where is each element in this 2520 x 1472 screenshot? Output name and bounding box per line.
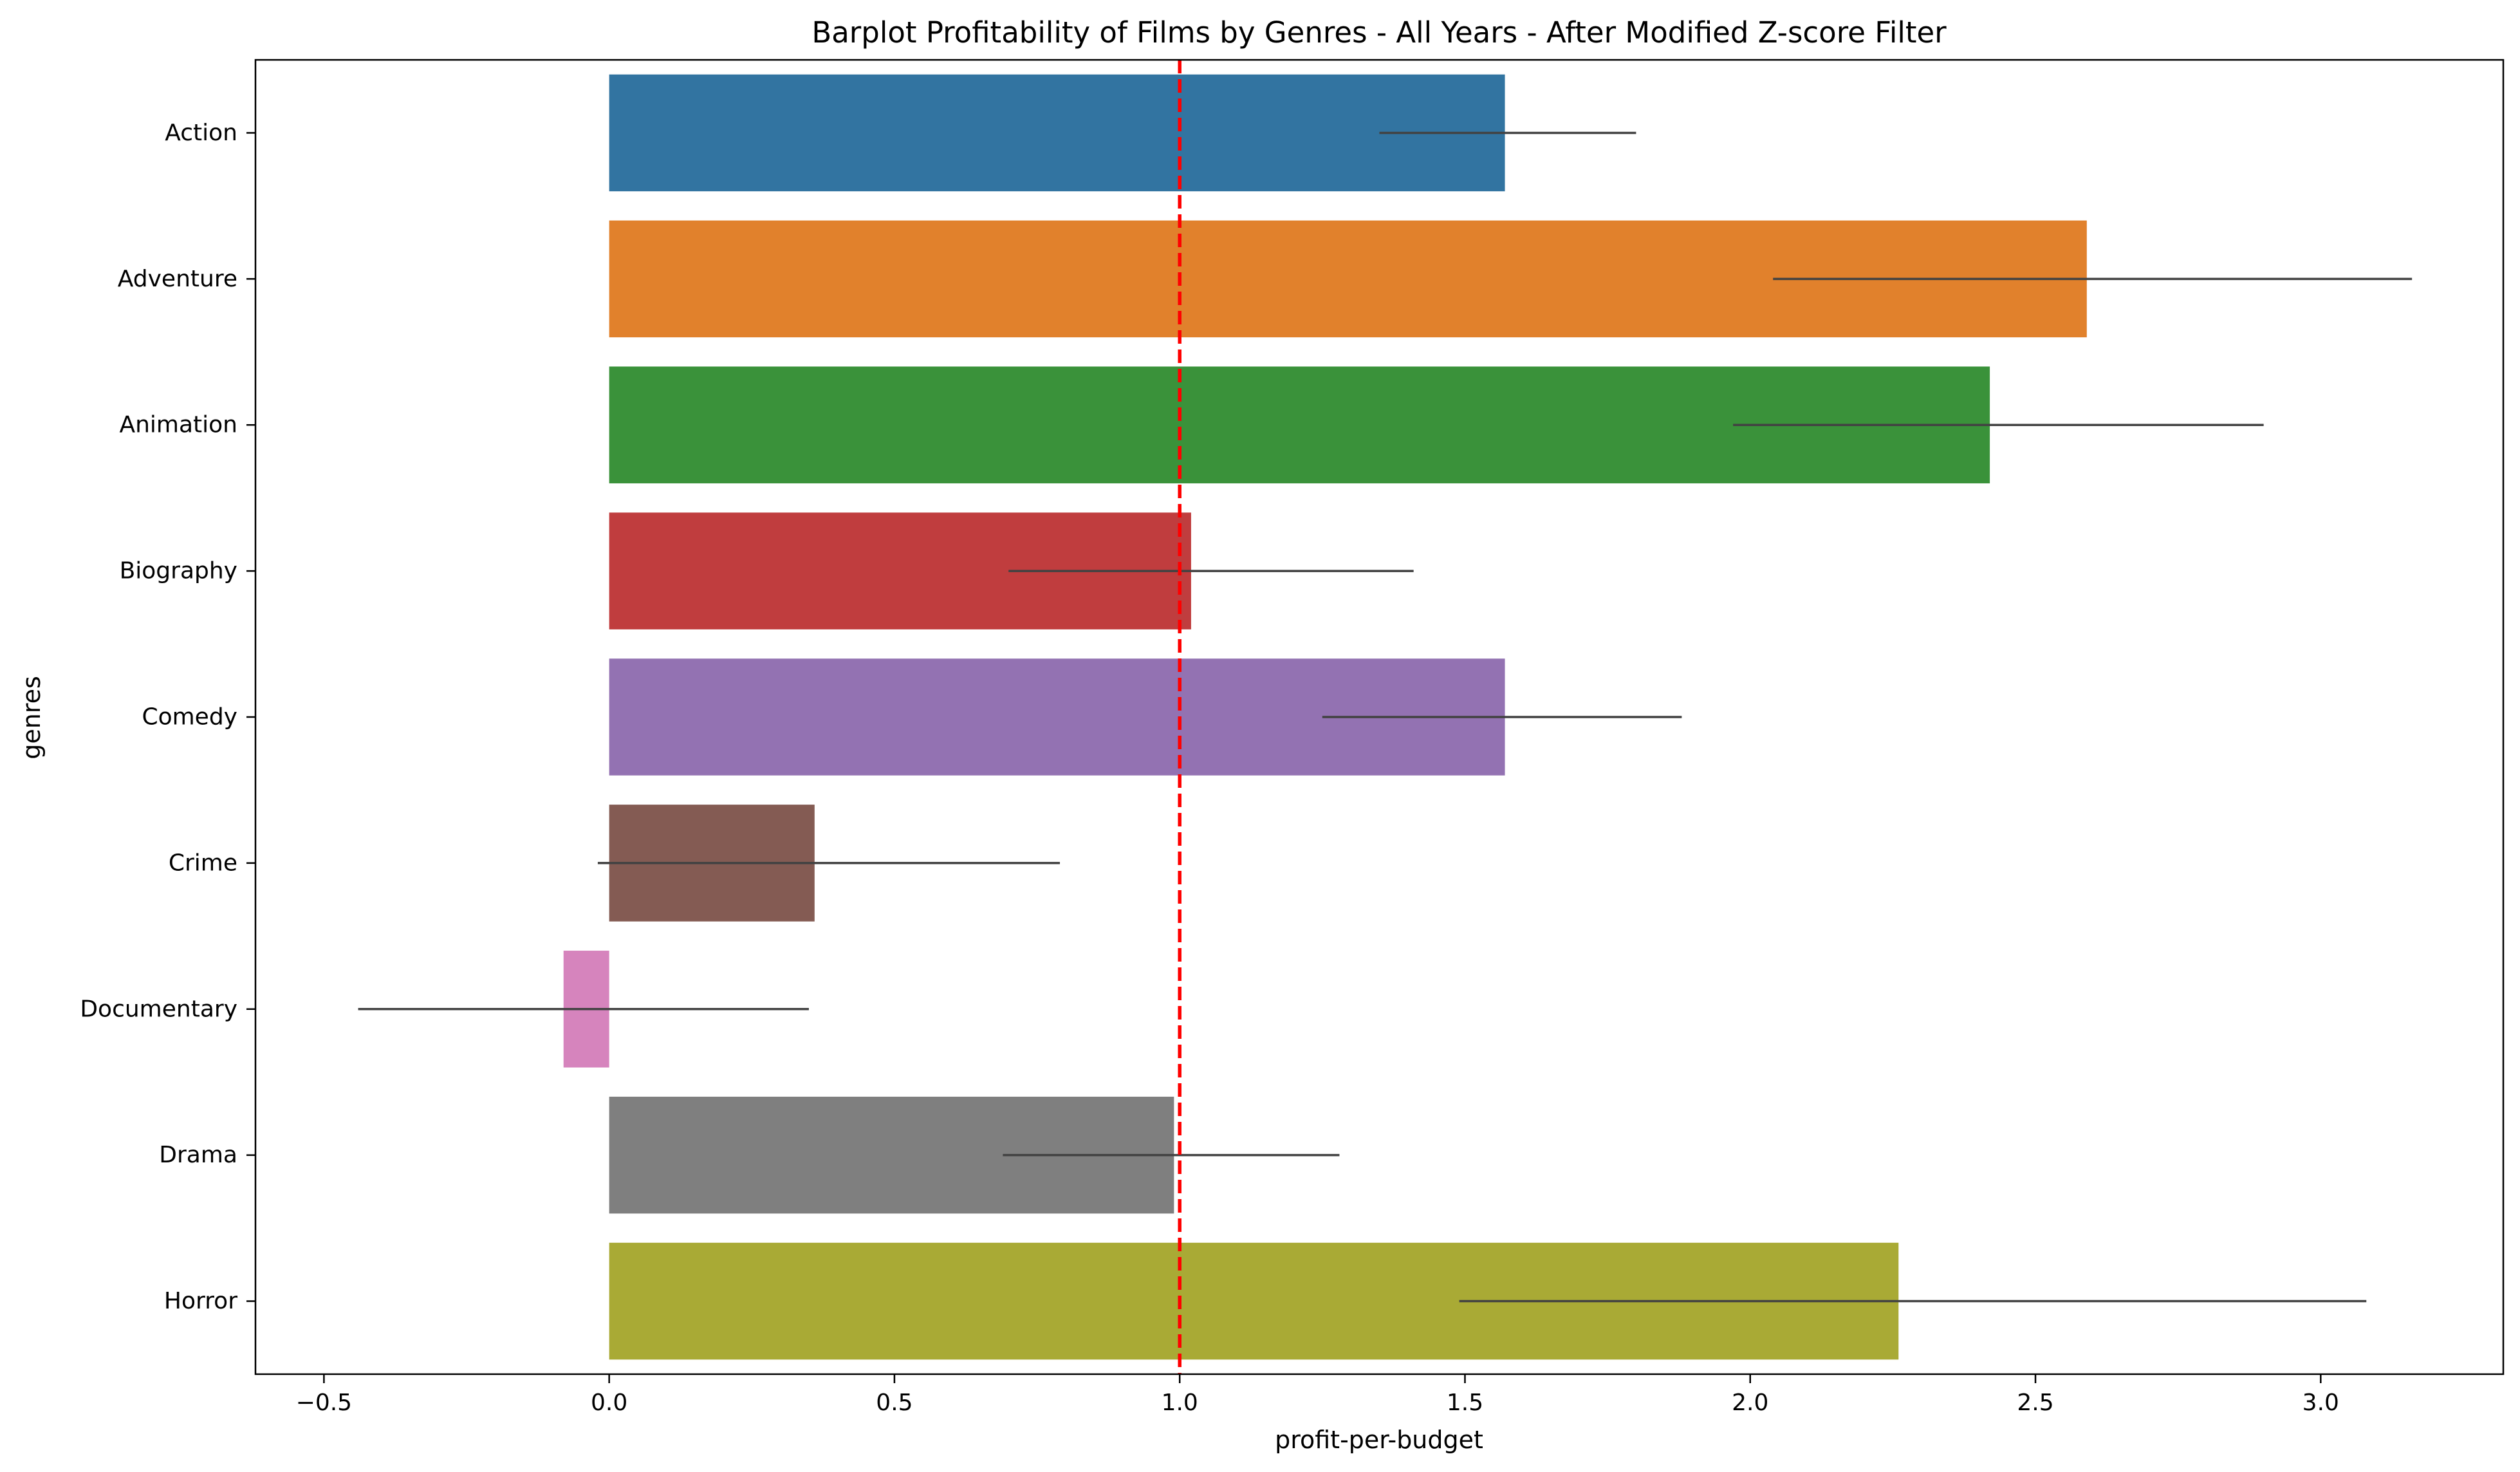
x-ticks-group: −0.5 0.0 0.5 1.0 1.5 2.0 2.5 3.0 bbox=[296, 1374, 2339, 1416]
x-axis-label: profit-per-budget bbox=[1275, 1426, 1483, 1454]
x-tick-label: 0.5 bbox=[876, 1390, 913, 1416]
x-tick-label: 0.0 bbox=[591, 1390, 627, 1416]
y-tick-label-animation: Animation bbox=[119, 412, 237, 438]
chart-title: Barplot Profitability of Films by Genres… bbox=[811, 15, 1947, 50]
y-tick-label-action: Action bbox=[165, 120, 237, 146]
errorbars-group bbox=[358, 131, 2413, 1303]
y-axis-label: genres bbox=[17, 676, 46, 759]
y-tick-label-adventure: Adventure bbox=[118, 266, 237, 292]
y-tick-label-comedy: Comedy bbox=[142, 704, 237, 731]
x-tick-label: 2.0 bbox=[1732, 1390, 1768, 1416]
x-tick-label: 2.5 bbox=[2017, 1390, 2053, 1416]
bar-action bbox=[609, 74, 1505, 192]
x-tick-label: −0.5 bbox=[296, 1390, 352, 1416]
y-tick-label-biography: Biography bbox=[120, 558, 237, 584]
y-tick-label-drama: Drama bbox=[159, 1142, 237, 1168]
x-tick-label: 3.0 bbox=[2302, 1390, 2339, 1416]
y-ticks-group: Action Adventure Animation Biography Comedy C… bbox=[80, 120, 255, 1314]
y-tick-label-documentary: Documentary bbox=[80, 996, 237, 1022]
y-tick-label-crime: Crime bbox=[169, 850, 237, 876]
x-tick-label: 1.0 bbox=[1162, 1390, 1198, 1416]
y-tick-label-horror: Horror bbox=[164, 1288, 237, 1314]
x-tick-label: 1.5 bbox=[1447, 1390, 1483, 1416]
